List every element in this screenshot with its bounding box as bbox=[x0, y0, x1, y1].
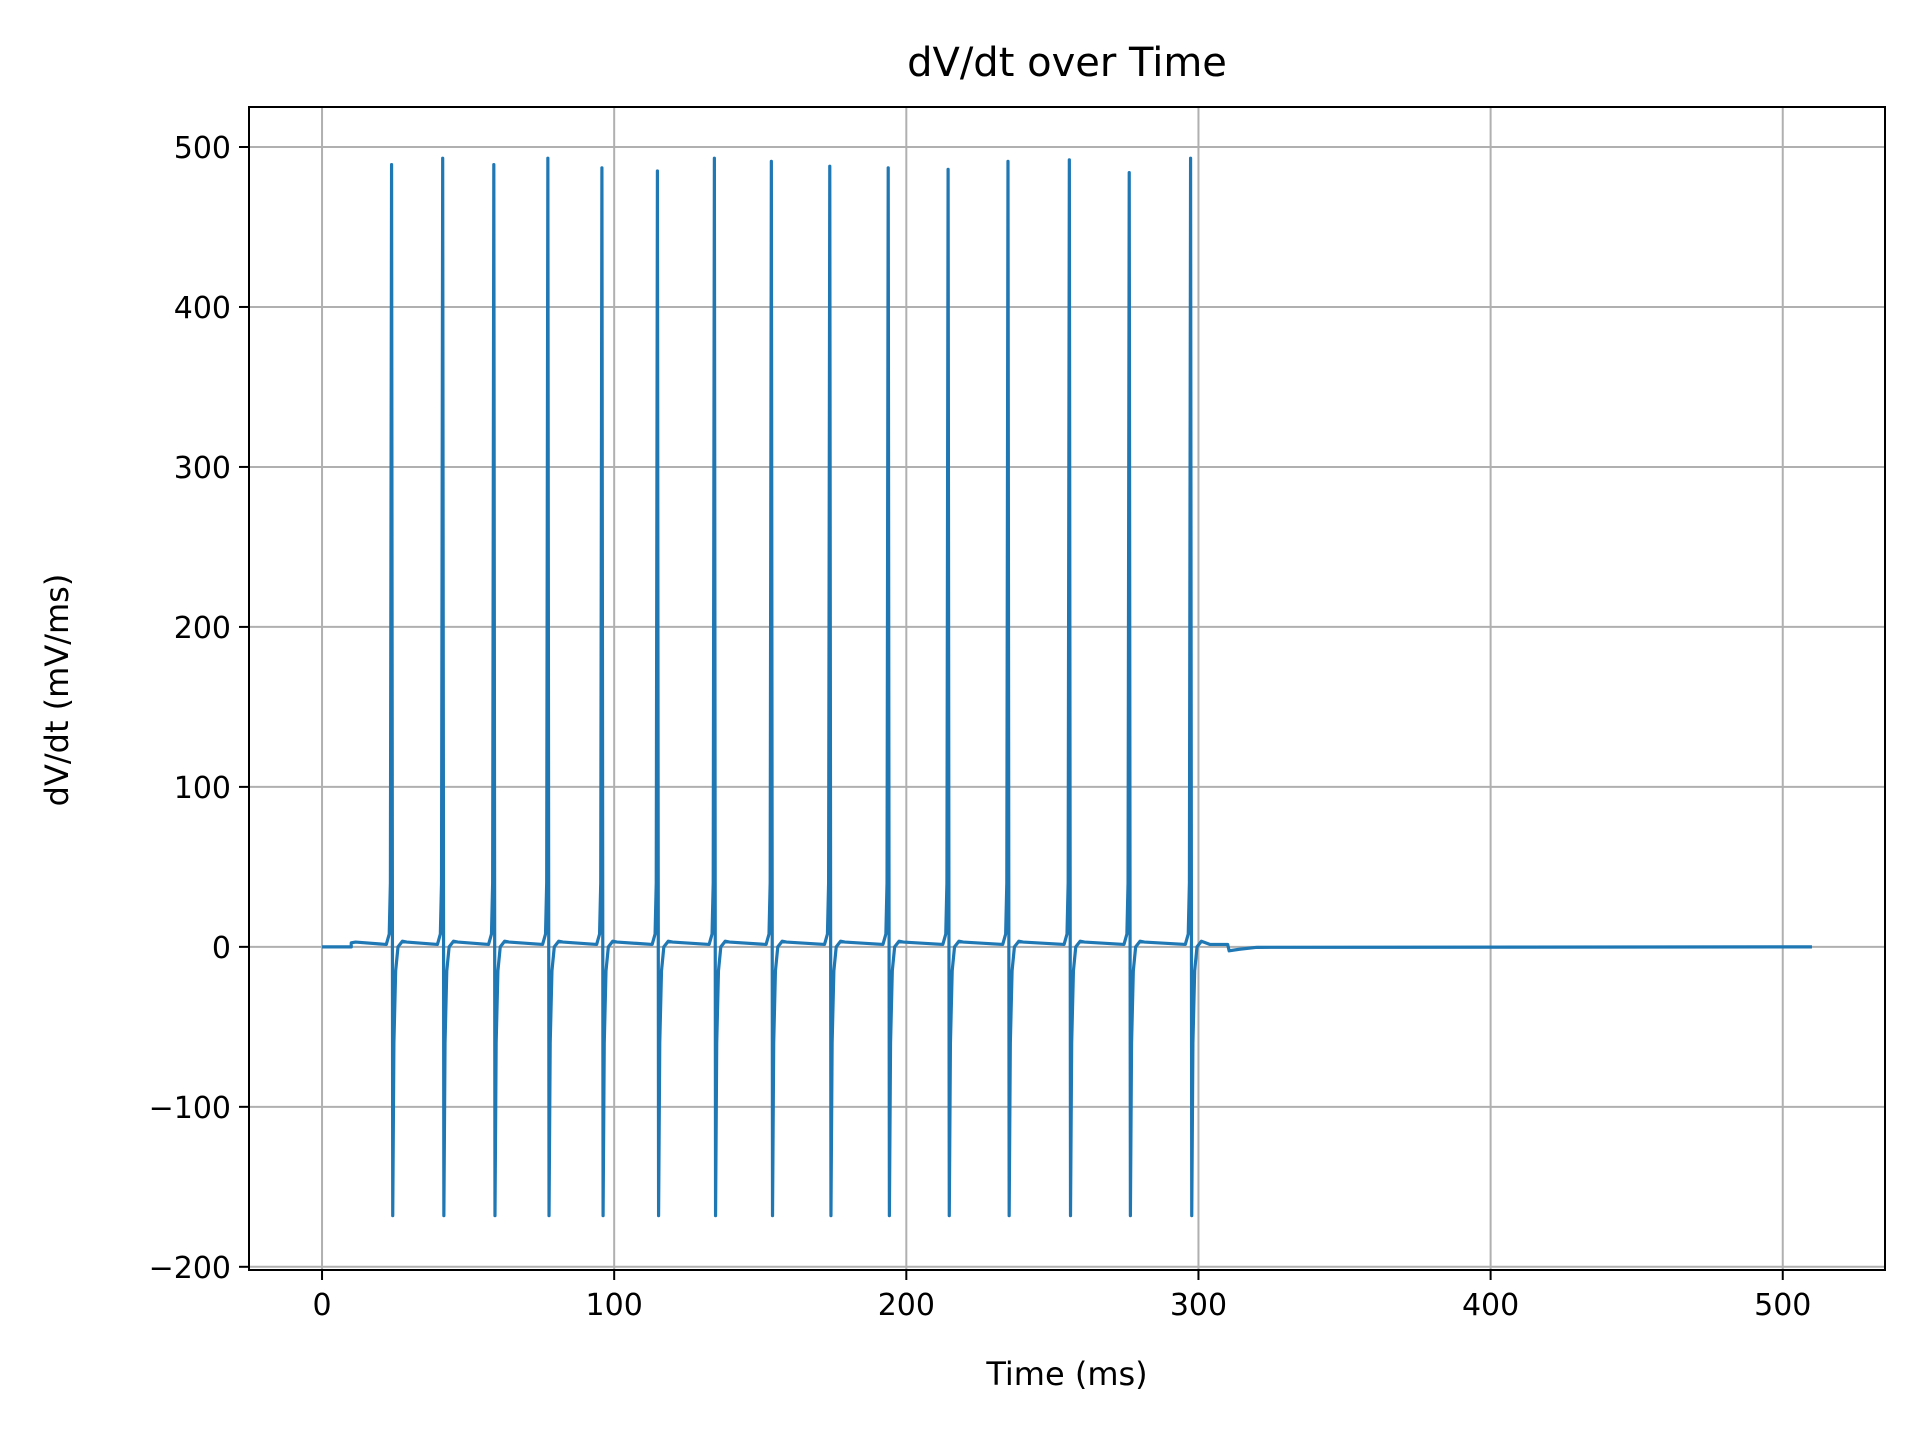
x-tick-label: 100 bbox=[586, 1288, 643, 1323]
y-tick-label: −100 bbox=[149, 1091, 231, 1126]
y-tick-label: 400 bbox=[174, 291, 231, 326]
plot-area bbox=[322, 156, 1812, 1218]
axis-ticks: 0 100 200 300 400 500 −200 −100 0 100 200 300 400 500 bbox=[149, 131, 1812, 1323]
x-axis-label: Time (ms) bbox=[985, 1355, 1147, 1393]
y-tick-label: 300 bbox=[174, 451, 231, 486]
y-tick-label: −200 bbox=[149, 1251, 231, 1286]
y-tick-label: 100 bbox=[174, 771, 231, 806]
y-tick-label: 200 bbox=[174, 611, 231, 646]
dvdt-series-line bbox=[322, 156, 1812, 1218]
x-tick-label: 200 bbox=[878, 1288, 935, 1323]
grid-lines bbox=[249, 107, 1885, 1270]
x-tick-label: 500 bbox=[1754, 1288, 1811, 1323]
chart-title: dV/dt over Time bbox=[907, 40, 1227, 86]
x-tick-label: 0 bbox=[312, 1288, 331, 1323]
plot-frame bbox=[248, 106, 1886, 1271]
y-tick-label: 500 bbox=[174, 131, 231, 166]
x-tick-label: 300 bbox=[1170, 1288, 1227, 1323]
y-axis-label: dV/dt (mV/ms) bbox=[38, 574, 76, 807]
x-tick-label: 400 bbox=[1462, 1288, 1519, 1323]
y-tick-label: 0 bbox=[212, 931, 231, 966]
